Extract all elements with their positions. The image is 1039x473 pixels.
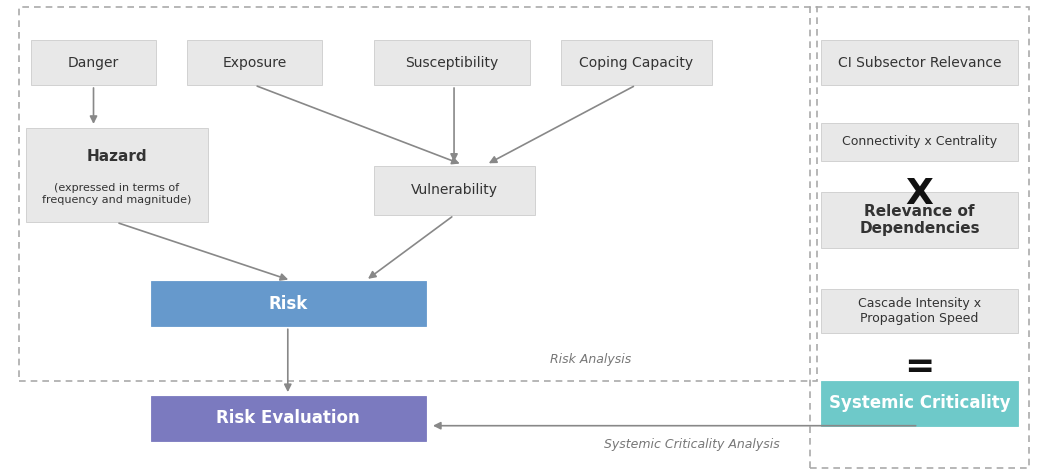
Text: =: = — [904, 350, 935, 384]
Bar — [821, 123, 1018, 161]
Text: Hazard: Hazard — [86, 149, 148, 164]
Text: Coping Capacity: Coping Capacity — [580, 56, 693, 70]
Bar — [821, 192, 1018, 248]
Bar — [31, 40, 156, 85]
Bar — [187, 40, 322, 85]
Text: Vulnerability: Vulnerability — [411, 184, 498, 197]
Text: CI Subsector Relevance: CI Subsector Relevance — [837, 56, 1002, 70]
Bar — [151, 281, 426, 326]
Bar — [26, 128, 208, 222]
Text: Susceptibility: Susceptibility — [405, 56, 499, 70]
Bar — [151, 396, 426, 441]
Text: (expressed in terms of
frequency and magnitude): (expressed in terms of frequency and mag… — [43, 183, 191, 205]
Bar — [19, 7, 817, 381]
Text: Cascade Intensity x
Propagation Speed: Cascade Intensity x Propagation Speed — [858, 297, 981, 325]
Text: Connectivity x Centrality: Connectivity x Centrality — [842, 135, 997, 149]
Bar — [374, 40, 530, 85]
Bar — [810, 7, 1029, 468]
Text: Exposure: Exposure — [222, 56, 287, 70]
Bar — [821, 289, 1018, 333]
Bar — [374, 166, 535, 215]
Text: Relevance of
Dependencies: Relevance of Dependencies — [859, 204, 980, 236]
Text: Systemic Criticality: Systemic Criticality — [829, 394, 1010, 412]
Text: Risk Analysis: Risk Analysis — [551, 353, 632, 366]
Text: Danger: Danger — [68, 56, 119, 70]
Bar — [821, 40, 1018, 85]
Bar — [561, 40, 712, 85]
Text: Risk Evaluation: Risk Evaluation — [216, 409, 361, 428]
Text: X: X — [906, 177, 933, 211]
Text: Risk: Risk — [269, 295, 308, 313]
Text: Systemic Criticality Analysis: Systemic Criticality Analysis — [604, 438, 779, 451]
Bar — [821, 381, 1018, 426]
